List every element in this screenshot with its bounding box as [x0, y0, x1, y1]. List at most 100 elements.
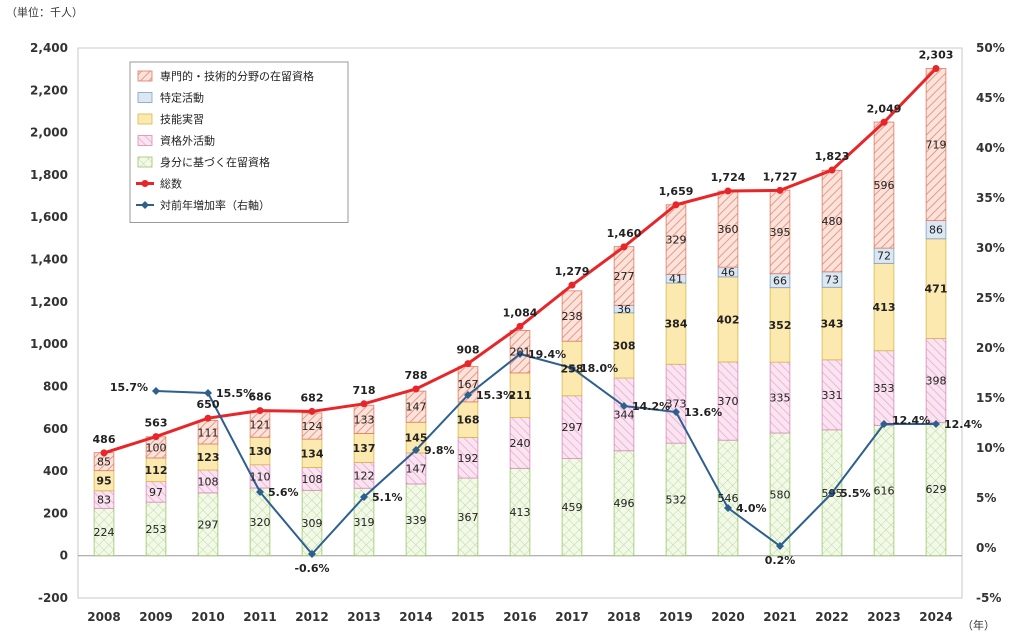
y-left-tick-label: 2,000: [30, 126, 68, 140]
total-label: 1,279: [555, 265, 590, 278]
bar-value-label: 85: [97, 456, 111, 469]
y-right-tick-label: 15%: [976, 391, 1005, 405]
bar-value-label: 211: [509, 389, 532, 402]
y-left-tick-label: 1,000: [30, 337, 68, 351]
growth-label: 15.7%: [110, 381, 148, 394]
y-right-tick-label: 25%: [976, 291, 1005, 305]
bar-value-label: 353: [874, 382, 895, 395]
bar-value-label: 308: [613, 339, 636, 352]
x-tick-label: 2009: [139, 610, 172, 624]
growth-point: [828, 489, 836, 497]
lines: [100, 65, 940, 558]
total-label: 1,460: [607, 227, 642, 240]
total-label: 682: [301, 391, 324, 404]
bar-value-label: 66: [773, 275, 787, 288]
growth-point: [932, 420, 940, 428]
y-right-tick-label: 10%: [976, 441, 1005, 455]
legend-label: 専門的・技術的分野の在留資格: [160, 69, 314, 83]
x-tick-label: 2011: [243, 610, 276, 624]
bar-value-label: 111: [198, 426, 219, 439]
bar-value-label: 343: [821, 318, 844, 331]
bar-value-label: 496: [614, 497, 635, 510]
total-label: 1,659: [659, 185, 694, 198]
bar-value-label: 147: [406, 462, 427, 475]
growth-line: [155, 352, 936, 556]
bar-value-label: 367: [458, 511, 479, 524]
bar-value-label: 238: [562, 310, 583, 323]
growth-point: [880, 420, 888, 428]
legend-label: 技能実習: [160, 112, 204, 126]
legend-box: [129, 61, 349, 223]
x-tick-label: 2017: [555, 610, 588, 624]
growth-point: [620, 402, 628, 410]
bar-value-label: 629: [926, 483, 947, 496]
total-point: [672, 201, 680, 209]
x-tick-label: 2019: [659, 610, 692, 624]
y-left-tick-label: 400: [43, 464, 68, 478]
y-right-tick-label: -5%: [976, 591, 1001, 605]
x-tick-label: 2023: [867, 610, 900, 624]
total-label: 486: [93, 433, 116, 446]
x-tick-label: 2014: [399, 610, 432, 624]
bar-value-label: 95: [96, 475, 111, 488]
y-left-tick-label: 1,400: [30, 253, 68, 267]
x-tick-label: 2018: [607, 610, 640, 624]
bar-value-label: 134: [301, 447, 324, 460]
y-right-tick-label: 45%: [976, 91, 1005, 105]
x-tick-label: 2020: [711, 610, 744, 624]
bar-value-label: 384: [665, 318, 688, 331]
bar-value-label: 344: [614, 408, 635, 421]
bar-segment: [561, 290, 583, 342]
total-label: 650: [197, 398, 220, 411]
y-left-tick-label: 200: [43, 506, 68, 520]
growth-point: [204, 389, 212, 397]
x-tick-label: 2013: [347, 610, 380, 624]
bar-value-label: 352: [769, 319, 792, 332]
bar-value-label: 100: [146, 441, 167, 454]
total-label: 1,823: [815, 150, 850, 163]
growth-label: 5.5%: [840, 487, 871, 500]
total-label: 1,084: [503, 306, 538, 319]
bar-value-label: 616: [874, 485, 895, 498]
bar-value-label: 595: [822, 487, 843, 500]
growth-point: [724, 504, 732, 512]
growth-point: [412, 446, 420, 454]
bar-value-label: 360: [718, 223, 739, 236]
bar-value-label: 121: [250, 418, 271, 431]
bar-value-label: 192: [458, 452, 479, 465]
total-point: [932, 65, 940, 73]
growth-point: [360, 493, 368, 501]
y-right-tick-label: 30%: [976, 241, 1005, 255]
bar-value-label: 413: [510, 506, 531, 519]
bar-value-label: 370: [718, 395, 739, 408]
legend-label: 対前年増加率（右軸）: [160, 198, 270, 212]
bar-value-label: 335: [770, 392, 791, 405]
bar-value-label: 331: [822, 389, 843, 402]
x-unit-label: （年）: [962, 618, 995, 632]
growth-label: 18.0%: [580, 362, 618, 375]
growth-label: 15.5%: [216, 387, 254, 400]
bar-value-label: 73: [825, 274, 839, 287]
bar-value-label: 580: [770, 488, 791, 501]
bar-value-label: 112: [145, 464, 168, 477]
legend-label: 資格外活動: [160, 134, 215, 148]
y-right-tick-label: 35%: [976, 191, 1005, 205]
growth-label: 4.0%: [736, 502, 767, 515]
total-point: [100, 449, 108, 457]
bar-value-label: 145: [405, 432, 428, 445]
unit-label: （単位：千人）: [6, 5, 83, 19]
bar-value-label: 309: [302, 517, 323, 530]
legend-label: 身分に基づく在留資格: [160, 155, 270, 169]
growth-point: [152, 387, 160, 395]
bar-value-label: 596: [874, 179, 895, 192]
bar-value-label: 133: [354, 413, 375, 426]
total-point: [360, 400, 368, 408]
bar-value-label: 224: [94, 526, 115, 539]
x-tick-label: 2010: [191, 610, 224, 624]
bar-value-label: 167: [458, 378, 479, 391]
bar-value-label: 339: [406, 514, 427, 527]
total-point: [828, 166, 836, 174]
y-left-tick-label: -200: [38, 591, 68, 605]
bar-value-label: 108: [198, 475, 219, 488]
legend-swatch: [137, 70, 153, 82]
